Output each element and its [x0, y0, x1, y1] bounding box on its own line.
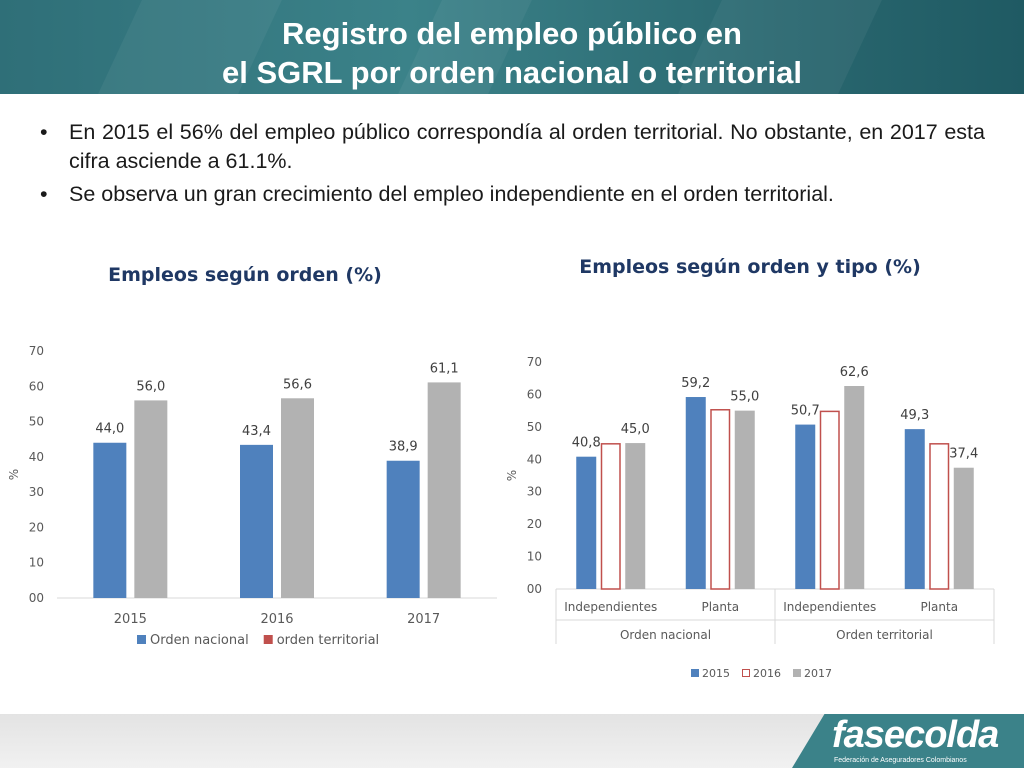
data-label: 59,2	[681, 376, 710, 391]
x-tick-label: Planta	[701, 600, 739, 614]
data-label: 61,1	[430, 361, 459, 376]
x-tick-label: Independientes	[783, 600, 876, 614]
y-tick-label: 00	[527, 582, 542, 596]
bullet-list: • En 2015 el 56% del empleo público corr…	[40, 118, 985, 213]
bar-2015	[685, 397, 706, 589]
data-label: 50,7	[791, 404, 820, 419]
bar-2017	[625, 443, 646, 589]
bar-nacional	[240, 444, 273, 598]
x-tick-label: Independientes	[564, 600, 657, 614]
y-tick-label: 30	[527, 485, 542, 499]
data-label: 62,6	[840, 365, 869, 380]
y-tick-label: 50	[527, 420, 542, 434]
bar-nacional	[386, 460, 420, 598]
bullet-dot: •	[40, 120, 48, 144]
bullet-text: Se observa un gran crecimiento del emple…	[69, 182, 834, 206]
slide-header	[0, 0, 1024, 94]
y-tick-label: 70	[527, 355, 542, 369]
chart-orden-tipo: 00 10 20 30 40 50 60 70% 40,8 45,0 Independientes 5…	[505, 355, 995, 680]
y-axis-label: %	[7, 469, 21, 480]
legend-swatch	[793, 669, 801, 677]
logo-background	[792, 714, 1024, 768]
slide-title: Registro del empleo público en el SGRL p…	[0, 14, 1024, 92]
y-tick-label: 40	[29, 450, 44, 464]
x-group-label: Orden nacional	[620, 628, 711, 642]
data-label: 43,4	[242, 424, 271, 439]
data-label: 55,0	[730, 390, 759, 405]
bar-nacional	[93, 442, 127, 598]
fasecolda-logo: fasecolda	[832, 714, 999, 756]
data-label: 56,6	[283, 377, 312, 392]
data-label: 49,3	[900, 408, 929, 423]
bar-territorial	[134, 400, 168, 598]
bullet-dot: •	[40, 182, 48, 206]
data-label: 38,9	[389, 440, 418, 455]
bullet-text: En 2015 el 56% del empleo público corres…	[69, 120, 985, 173]
legend-label: orden territorial	[277, 633, 379, 648]
y-tick-label: 10	[29, 556, 44, 570]
bar-2017	[953, 467, 974, 589]
y-axis-label: %	[505, 470, 519, 481]
x-tick-label: 2017	[407, 612, 440, 627]
y-tick-label: 60	[527, 387, 542, 401]
bar-2017	[734, 410, 755, 589]
bar-territorial	[427, 382, 461, 598]
bullet-item: • En 2015 el 56% del empleo público corr…	[40, 118, 985, 176]
y-tick-label: 40	[527, 452, 542, 466]
legend-label: Orden nacional	[150, 633, 249, 648]
y-tick-label: 20	[527, 517, 542, 531]
y-tick-label: 70	[29, 344, 44, 358]
bar-2016	[710, 409, 731, 590]
x-tick-label: 2016	[260, 612, 293, 627]
bar-2017	[844, 385, 865, 589]
data-label: 37,4	[949, 447, 978, 462]
y-tick-label: 60	[29, 379, 44, 393]
bullet-item: • Se observa un gran crecimiento del emp…	[40, 180, 985, 209]
data-label: 44,0	[95, 422, 124, 437]
x-tick-label: 2015	[114, 612, 147, 627]
legend-label: 2017	[804, 667, 832, 680]
legend-swatch	[137, 635, 146, 644]
bar-2015	[576, 456, 597, 589]
bar-2016	[600, 443, 621, 590]
bar-2015	[795, 424, 816, 589]
data-label: 56,0	[136, 379, 165, 394]
legend-swatch	[742, 669, 750, 677]
y-tick-label: 30	[29, 485, 44, 499]
bar-2016	[819, 410, 840, 590]
x-tick-label: Planta	[920, 600, 958, 614]
logo-subtitle: Federación de Aseguradores Colombianos	[834, 757, 967, 764]
y-tick-label: 10	[527, 550, 542, 564]
legend-swatch	[263, 635, 273, 644]
legend-label: 2015	[702, 667, 730, 680]
y-tick-label: 00	[29, 591, 44, 605]
y-tick-label: 20	[29, 520, 44, 534]
bar-2016	[929, 443, 950, 590]
bar-2015	[904, 429, 925, 589]
slide-title-line-1: Registro del empleo público en	[282, 16, 742, 51]
data-label: 45,0	[621, 422, 650, 437]
legend-label: 2016	[753, 667, 781, 680]
legend-swatch	[691, 669, 699, 677]
chart1-title: Empleos según orden (%)	[108, 264, 382, 286]
bar-territorial	[281, 398, 314, 598]
data-label: 40,8	[572, 436, 601, 451]
slide-title-line-2: el SGRL por orden nacional o territorial	[222, 55, 802, 90]
chart-orden: 00 10 20 30 40 50 60 70% 44,0 56,0 2015 43,4 56,6 201…	[7, 344, 497, 648]
y-tick-label: 50	[29, 415, 44, 429]
chart2-title: Empleos según orden y tipo (%)	[579, 256, 921, 278]
x-group-label: Orden territorial	[836, 628, 933, 642]
